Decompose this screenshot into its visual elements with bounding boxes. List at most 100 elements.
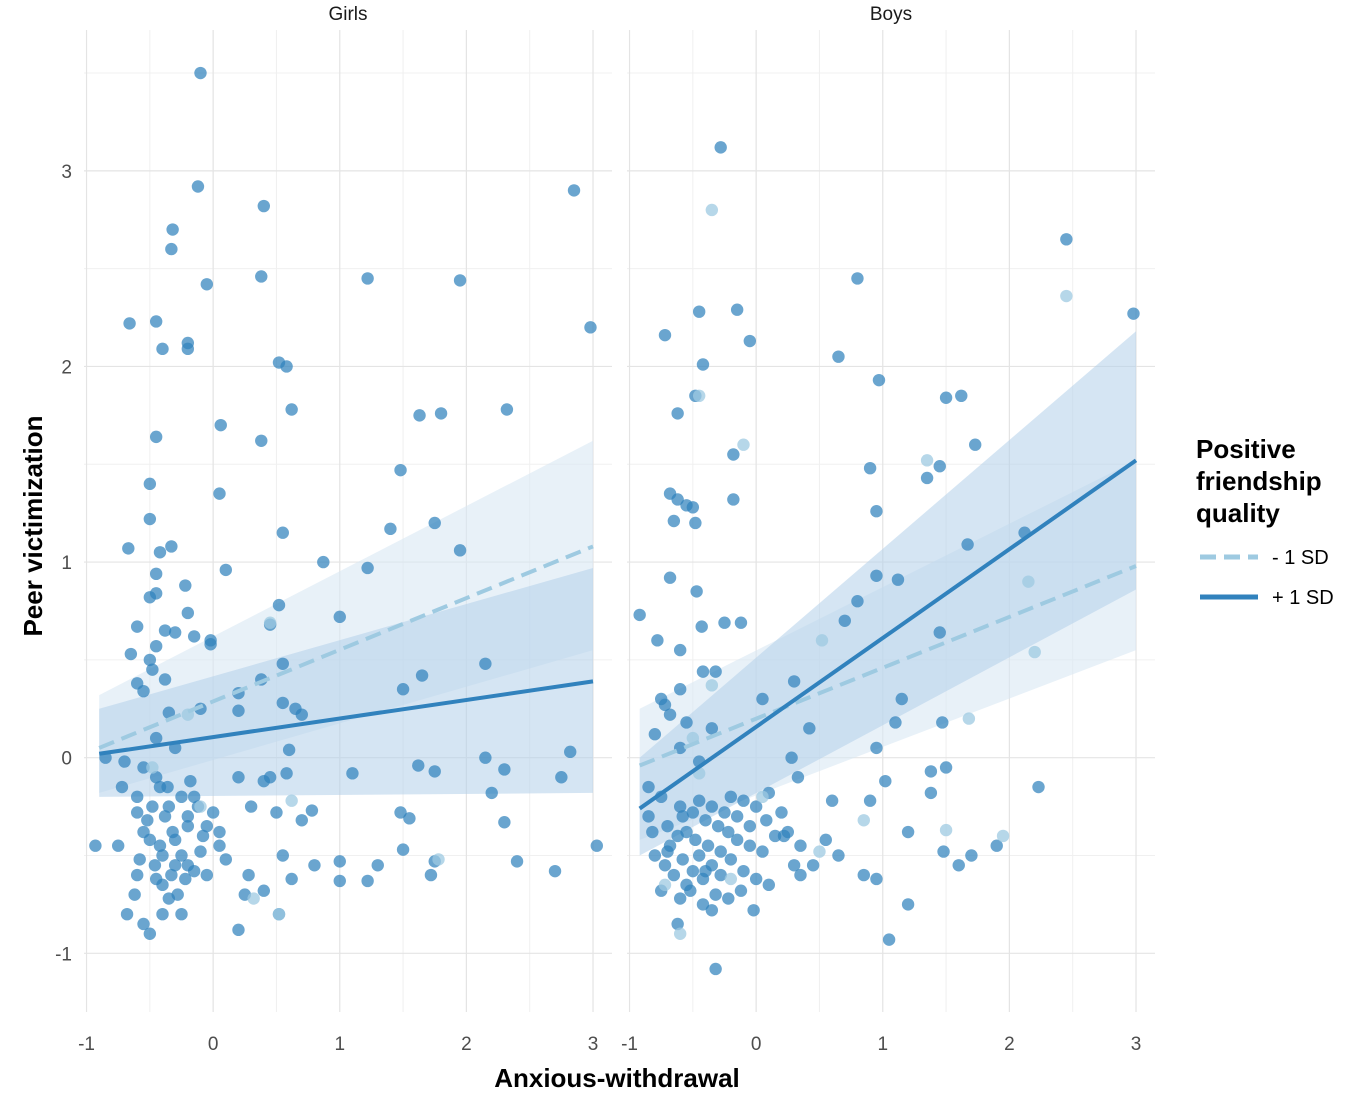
boys-data-point xyxy=(663,708,677,721)
boys-data-point xyxy=(901,825,915,839)
boys-data-point xyxy=(671,917,684,931)
girls-data-point xyxy=(555,771,568,784)
boys-data-point xyxy=(815,634,829,647)
boys-data-point xyxy=(642,810,655,823)
panel-boys-confidence-bands xyxy=(639,331,1137,856)
boys-data-point xyxy=(658,328,672,342)
legend-title-line-2: friendship xyxy=(1196,466,1322,496)
boys-data-point xyxy=(832,350,845,363)
boys-data-point xyxy=(680,716,693,729)
boys-data-point xyxy=(727,493,740,506)
boys-data-point xyxy=(1127,307,1140,320)
girls-data-point xyxy=(272,907,286,921)
panel-boys-lines xyxy=(638,458,1138,811)
girls-data-point xyxy=(146,800,159,813)
boys-data-point xyxy=(743,819,757,833)
girls-data-point xyxy=(133,853,146,866)
boys-x-tick-label: 3 xyxy=(1131,1034,1142,1055)
girls-x-tick-label: 3 xyxy=(588,1034,599,1055)
boys-data-point xyxy=(673,643,687,657)
girls-data-point xyxy=(428,765,441,778)
girls-data-point xyxy=(130,620,144,633)
girls-data-point xyxy=(166,223,179,236)
girls-data-point xyxy=(204,638,217,651)
boys-data-point xyxy=(933,626,946,639)
boys-data-point xyxy=(673,741,687,755)
boys-data-point xyxy=(686,806,700,819)
boys-data-point xyxy=(705,800,719,813)
boys-data-point xyxy=(711,819,725,833)
boys-data-point xyxy=(961,538,974,551)
boys-data-point xyxy=(658,859,672,872)
girls-data-point xyxy=(181,819,195,833)
girls-data-point xyxy=(333,610,346,624)
girls-data-point xyxy=(200,819,214,833)
boys-data-point xyxy=(737,864,750,878)
girls-data-point xyxy=(128,888,141,901)
girls-data-point xyxy=(143,512,157,526)
boys-data-point xyxy=(667,514,681,528)
boys-data-point xyxy=(851,595,864,608)
boys-data-point xyxy=(1060,233,1073,246)
boys-data-point xyxy=(749,800,763,813)
boys-data-point xyxy=(870,741,883,755)
girls-data-point xyxy=(143,653,157,667)
girls-data-point xyxy=(276,526,289,539)
girls-data-point xyxy=(295,708,308,721)
girls-data-point xyxy=(206,806,220,819)
girls-data-point xyxy=(156,878,169,892)
boys-data-point xyxy=(760,814,773,827)
boys-data-point xyxy=(1028,645,1041,659)
boys-data-point xyxy=(851,272,864,285)
girls-data-point xyxy=(548,864,562,878)
girls-data-point xyxy=(130,868,144,882)
girls-data-point xyxy=(162,706,176,719)
girls-data-point xyxy=(257,884,270,897)
girls-data-point xyxy=(168,859,182,872)
girls-data-point xyxy=(162,800,176,813)
girls-data-point xyxy=(498,763,511,776)
girls-data-point xyxy=(276,849,289,862)
girls-data-point xyxy=(479,751,492,764)
boys-data-point xyxy=(699,814,712,827)
girls-data-point xyxy=(181,606,195,620)
boys-data-point xyxy=(863,794,877,807)
boys-data-point xyxy=(901,898,915,911)
girls-data-point xyxy=(500,403,514,416)
boys-data-point xyxy=(671,407,684,420)
girls-data-point xyxy=(394,463,407,477)
girls-data-point xyxy=(187,790,201,804)
girls-data-point xyxy=(361,561,374,575)
girls-data-point xyxy=(272,598,286,612)
boys-data-point xyxy=(718,806,731,819)
boys-data-point xyxy=(775,806,788,819)
girls-data-point xyxy=(214,418,227,432)
girls-data-point xyxy=(158,624,172,637)
girls-data-point xyxy=(415,669,429,682)
girls-data-point xyxy=(453,274,467,287)
girls-data-point xyxy=(141,814,154,827)
boys-data-point xyxy=(676,810,689,823)
boys-data-point xyxy=(825,794,839,807)
girls-data-point xyxy=(179,872,192,886)
girls-data-point xyxy=(424,868,438,882)
girls-regression-line-minus-1sd xyxy=(98,544,594,750)
boys-data-point xyxy=(680,499,693,512)
girls-data-point xyxy=(123,317,136,330)
boys-data-point xyxy=(692,849,706,862)
girls-data-point xyxy=(244,800,258,813)
y-axis-ticks: -1 0 1 2 3 xyxy=(55,162,72,965)
girls-data-point xyxy=(115,780,129,794)
boys-data-point xyxy=(870,872,883,886)
girls-regression-line-plus-1sd xyxy=(98,679,594,756)
girls-data-point xyxy=(153,780,167,794)
boys-data-point xyxy=(696,358,710,371)
girls-data-point xyxy=(213,487,226,500)
girls-data-point xyxy=(153,546,167,559)
boys-data-point xyxy=(709,962,722,976)
girls-data-point xyxy=(564,745,577,759)
boys-data-point xyxy=(832,849,845,862)
girls-data-point xyxy=(567,184,581,197)
girls-data-point xyxy=(156,849,169,862)
boys-data-point xyxy=(787,859,801,872)
